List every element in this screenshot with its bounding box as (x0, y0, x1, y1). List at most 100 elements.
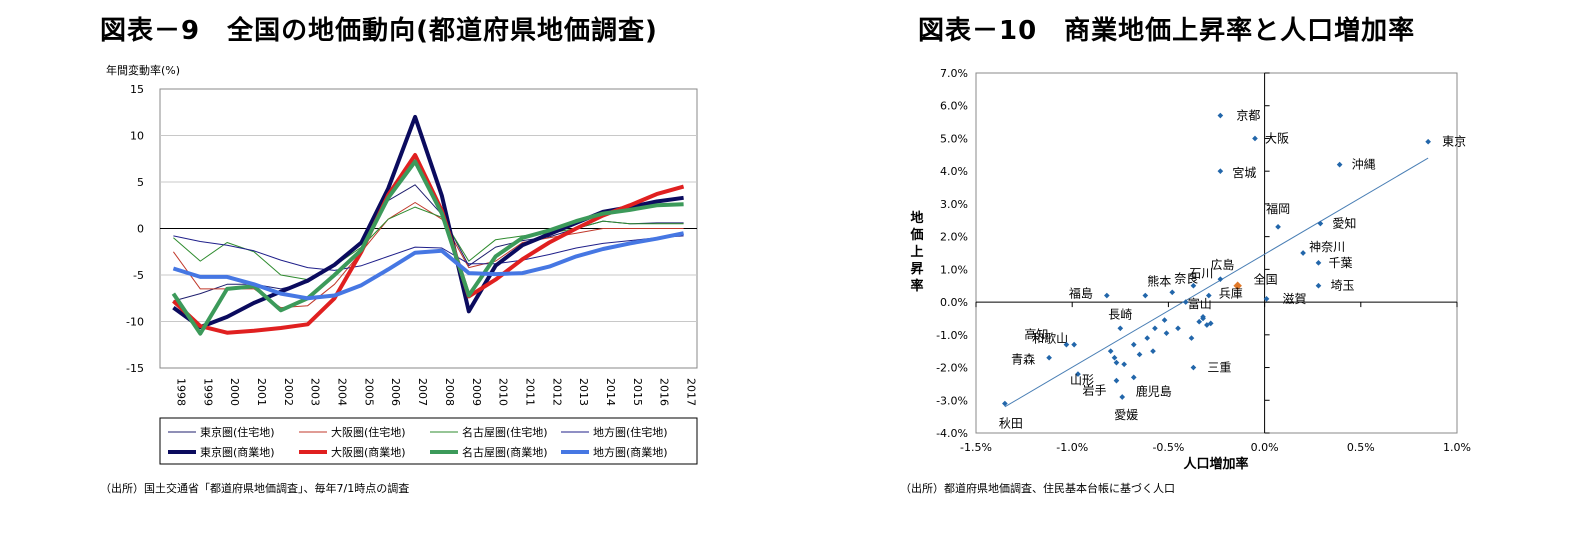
point-label: 神奈川 (1309, 240, 1345, 254)
y-tick-label: -15 (126, 362, 144, 375)
point-label: 千葉 (1328, 256, 1352, 270)
y-tick-label: 5.0% (940, 132, 968, 145)
x-tick-label: -1.0% (1056, 441, 1088, 454)
x-tick-label: 2013 (577, 378, 590, 406)
scatter-point (1196, 318, 1203, 325)
legend-label: 東京圏(住宅地) (200, 425, 275, 439)
scatter-point (1002, 400, 1008, 407)
y-tick-label: -2.0% (936, 362, 968, 375)
scatter-point (1046, 354, 1052, 361)
plot-area (975, 72, 1458, 434)
x-tick-label: 2017 (685, 378, 698, 406)
scatter-point (1188, 335, 1195, 341)
y-tick-label: -4.0% (936, 427, 968, 440)
x-axis-title: 人口増加率 (1183, 456, 1248, 472)
scatter-point (1252, 135, 1258, 142)
point-label: 広島 (1210, 257, 1234, 272)
y-tick-label: -10 (126, 316, 144, 329)
point-label: 和歌山 (1032, 331, 1068, 346)
line-chart: 15 10 5 0 -5 -10 -15 年間変動率(%) 1998 1999 2000 2001 20… (106, 63, 698, 465)
scatter-point (1182, 299, 1189, 305)
legend-label: 大阪圏(商業地) (331, 445, 406, 459)
scatter-point (1136, 351, 1143, 358)
point-label: 鹿児島 (1136, 383, 1172, 398)
scatter-point (1217, 112, 1224, 119)
scatter-point (1063, 341, 1070, 348)
series-line (172, 231, 685, 301)
scatter-point (1217, 276, 1224, 283)
scatter-point (1315, 259, 1322, 266)
point-label: 高知 (1024, 327, 1048, 342)
scatter-point (1233, 281, 1242, 290)
right-source-note: （出所）都道府県地価調査、住民基本台帳に基づく人口 (900, 482, 1175, 495)
scatter-point (1190, 282, 1197, 289)
scatter-point (1336, 161, 1343, 168)
scatter-point (1104, 292, 1110, 299)
point-label: 石川 (1189, 267, 1213, 281)
scatter-point (1150, 348, 1156, 355)
x-tick-label: 2000 (228, 378, 241, 406)
point-label: 熊本 (1147, 274, 1171, 289)
scatter-point (1263, 295, 1270, 302)
left-source-note: （出所）国土交通省「都道府県地価調査」、毎年7/1時点の調査 (100, 482, 410, 495)
point-label: 兵庫 (1219, 287, 1243, 301)
scatter-point (1111, 354, 1118, 361)
point-label: 富山 (1188, 296, 1212, 311)
x-tick-label: 2014 (604, 378, 617, 406)
x-tick-label: 2015 (631, 378, 644, 406)
y-axis-title: 地価上昇率 (909, 210, 923, 294)
point-label: 滋賀 (1283, 292, 1307, 306)
series-line (171, 159, 684, 336)
x-tick-label: 2001 (255, 378, 268, 406)
scatter-point (1190, 364, 1197, 371)
scatter-point (1152, 325, 1158, 332)
point-label: 福岡 (1266, 201, 1290, 216)
x-tick-label: 2006 (389, 378, 402, 406)
x-tick-label: 2009 (470, 378, 483, 406)
point-label: 三重 (1207, 361, 1231, 375)
scatter-point (1175, 325, 1181, 332)
scatter-point (1207, 320, 1214, 327)
y-tick-label: 10 (130, 130, 144, 143)
point-label: 愛知 (1332, 217, 1356, 231)
scatter-point (1075, 371, 1081, 377)
x-tick-label: 2016 (658, 378, 671, 406)
scatter-point (1317, 220, 1324, 227)
point-label: 愛媛 (1114, 408, 1138, 422)
x-tick-label: 0.5% (1347, 441, 1375, 454)
series-line (172, 153, 685, 335)
x-tick-label: 2011 (523, 378, 536, 406)
point-label: 山形 (1070, 373, 1094, 387)
x-tick-label: -0.5% (1152, 441, 1184, 454)
legend-label: 名古屋圏(商業地) (462, 445, 548, 459)
point-label: 沖縄 (1352, 157, 1376, 172)
y-axis-label: 年間変動率(%) (106, 63, 180, 77)
y-tick-label: 0.0% (940, 296, 968, 309)
y-tick-label: 15 (130, 83, 144, 96)
legend-box (159, 417, 698, 465)
scatter-point (1107, 348, 1114, 355)
series-line (173, 235, 684, 271)
y-tick-label: -1.0% (936, 329, 968, 342)
y-tick-label: 2.0% (940, 231, 968, 244)
scatter-point (1071, 341, 1077, 348)
y-tick-label: 7.0% (940, 67, 968, 80)
scatter-point (1113, 377, 1120, 384)
scatter-point (1113, 359, 1120, 366)
scatter-point (1217, 168, 1224, 175)
scatter-point (1119, 394, 1126, 400)
y-tick-label: 5 (137, 176, 144, 189)
y-tick-label: 1.0% (940, 263, 968, 276)
x-tick-label: 2003 (309, 378, 322, 406)
point-label: 京都 (1236, 109, 1260, 123)
x-tick-label: 2008 (443, 378, 456, 406)
point-label: 宮城 (1232, 165, 1256, 180)
legend-label: 東京圏(商業地) (200, 445, 275, 459)
y-tick-label: 4.0% (940, 165, 968, 178)
x-tick-label: -1.5% (960, 441, 992, 454)
point-label: 東京 (1442, 135, 1466, 149)
legend: 東京圏(住宅地) 大阪圏(住宅地) 名古屋圏(住宅地) 地方圏(住宅地) 東京圏(商業地… (159, 417, 698, 465)
scatter-point (1117, 325, 1124, 332)
point-label: 大阪 (1265, 131, 1289, 145)
